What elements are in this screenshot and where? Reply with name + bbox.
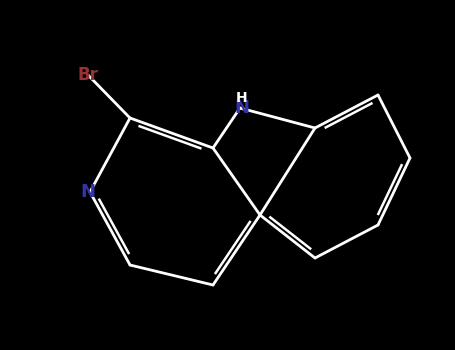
Text: N: N (234, 99, 249, 117)
Text: N: N (81, 183, 96, 201)
Text: H: H (236, 91, 248, 105)
Text: Br: Br (77, 66, 98, 84)
